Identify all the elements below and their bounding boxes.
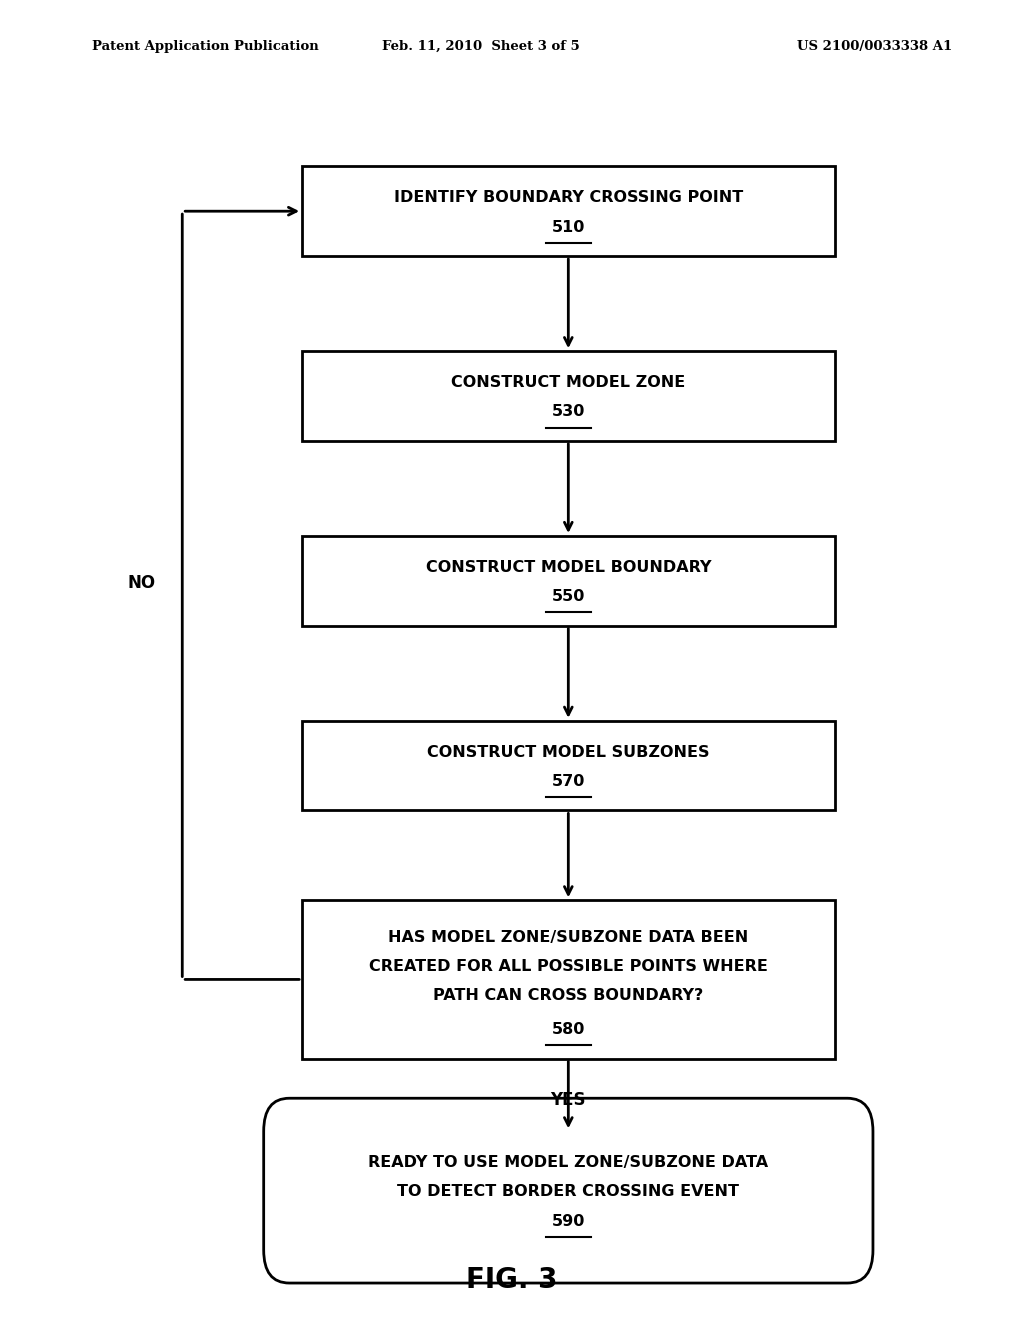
Text: Patent Application Publication: Patent Application Publication <box>92 40 318 53</box>
Text: HAS MODEL ZONE/SUBZONE DATA BEEN: HAS MODEL ZONE/SUBZONE DATA BEEN <box>388 929 749 945</box>
Text: NO: NO <box>127 574 156 593</box>
Text: Feb. 11, 2010  Sheet 3 of 5: Feb. 11, 2010 Sheet 3 of 5 <box>382 40 581 53</box>
Text: PATH CAN CROSS BOUNDARY?: PATH CAN CROSS BOUNDARY? <box>433 987 703 1003</box>
Text: 550: 550 <box>552 589 585 605</box>
FancyBboxPatch shape <box>302 536 835 626</box>
Text: READY TO USE MODEL ZONE/SUBZONE DATA: READY TO USE MODEL ZONE/SUBZONE DATA <box>369 1155 768 1171</box>
FancyBboxPatch shape <box>302 351 835 441</box>
FancyBboxPatch shape <box>264 1098 872 1283</box>
Text: 510: 510 <box>552 219 585 235</box>
Text: 580: 580 <box>552 1022 585 1038</box>
Text: CONSTRUCT MODEL ZONE: CONSTRUCT MODEL ZONE <box>452 375 685 391</box>
Text: 530: 530 <box>552 404 585 420</box>
FancyBboxPatch shape <box>302 900 835 1059</box>
Text: YES: YES <box>551 1090 586 1109</box>
Text: CONSTRUCT MODEL BOUNDARY: CONSTRUCT MODEL BOUNDARY <box>426 560 711 576</box>
Text: 570: 570 <box>552 774 585 789</box>
Text: FIG. 3: FIG. 3 <box>466 1266 558 1295</box>
Text: 590: 590 <box>552 1213 585 1229</box>
Text: TO DETECT BORDER CROSSING EVENT: TO DETECT BORDER CROSSING EVENT <box>397 1184 739 1200</box>
Text: IDENTIFY BOUNDARY CROSSING POINT: IDENTIFY BOUNDARY CROSSING POINT <box>393 190 743 206</box>
Text: CONSTRUCT MODEL SUBZONES: CONSTRUCT MODEL SUBZONES <box>427 744 710 760</box>
FancyBboxPatch shape <box>302 166 835 256</box>
FancyBboxPatch shape <box>302 721 835 810</box>
Text: CREATED FOR ALL POSSIBLE POINTS WHERE: CREATED FOR ALL POSSIBLE POINTS WHERE <box>369 958 768 974</box>
Text: US 2100/0033338 A1: US 2100/0033338 A1 <box>797 40 952 53</box>
